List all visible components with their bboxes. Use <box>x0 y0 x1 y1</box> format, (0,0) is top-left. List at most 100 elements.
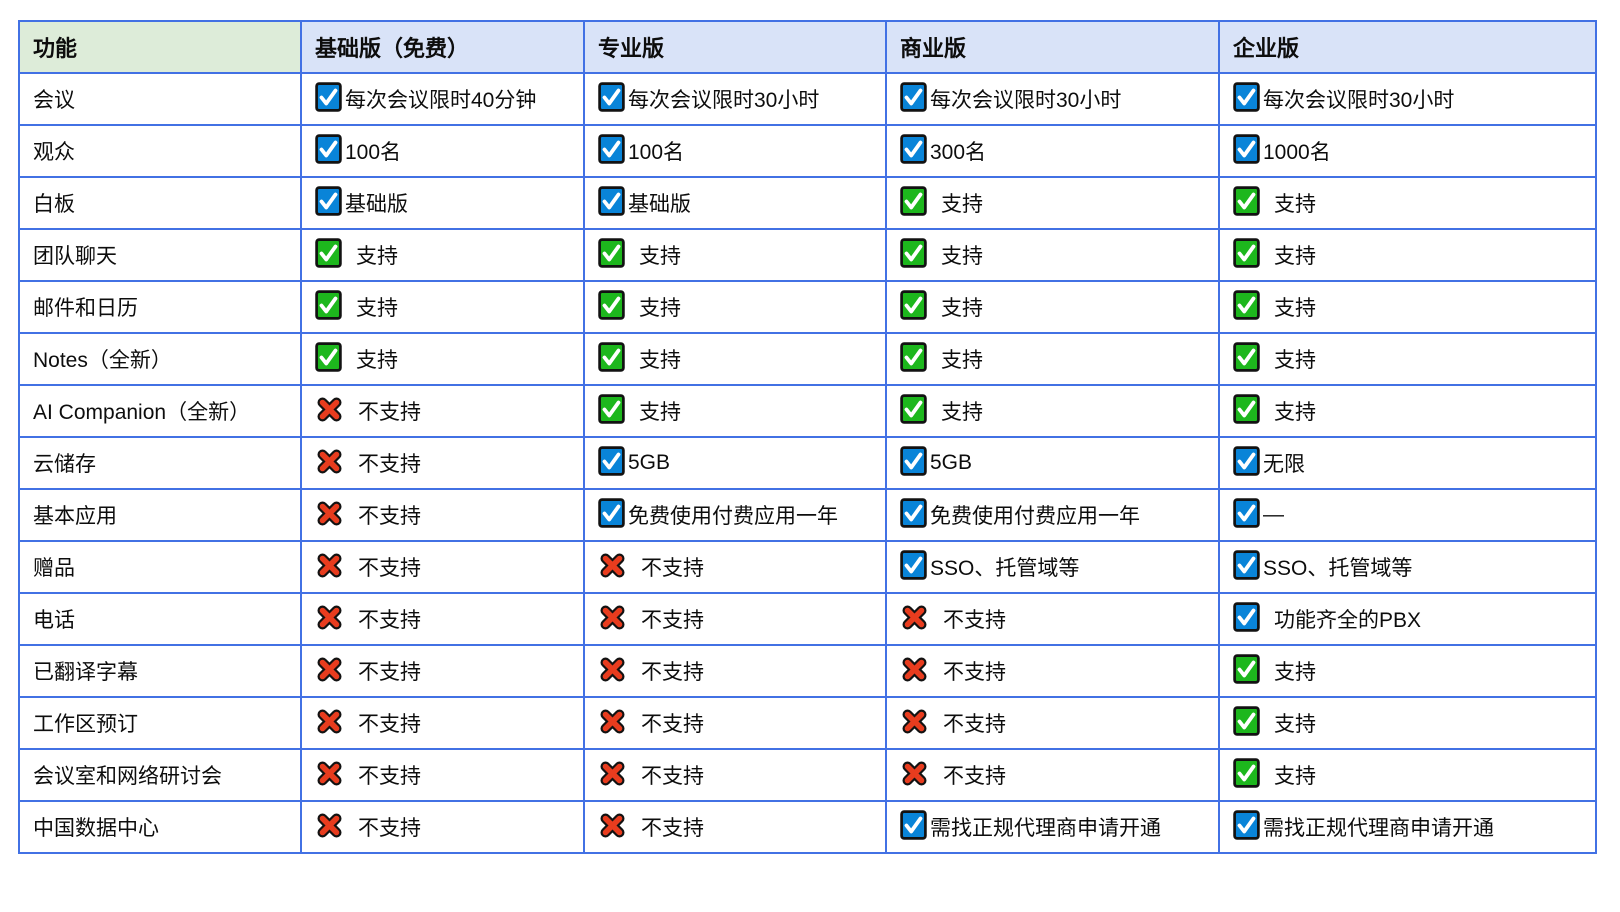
table-row: 电话 不支持 不支持 不支持 功能齐全的PBX <box>18 592 1597 646</box>
plan-cell: 支持 <box>1218 228 1597 282</box>
green-checkbox-icon <box>598 394 625 424</box>
green-checkbox-icon <box>900 342 927 372</box>
plan-cell: 支持 <box>300 228 585 282</box>
blue-checkbox-icon <box>315 134 342 164</box>
plan-cell: 基础版 <box>300 176 585 230</box>
cell-text: 不支持 <box>641 609 704 632</box>
header-row: 功能 基础版（免费） 专业版 商业版 企业版 <box>18 20 1597 74</box>
cell-text: 基础版 <box>345 193 408 216</box>
cell-text: 不支持 <box>358 765 421 788</box>
table-body: 会议 每次会议限时40分钟 每次会议限时30小时 每次会议限时30小时 每次会议限时30… <box>18 72 1597 854</box>
red-cross-icon <box>598 603 627 632</box>
plan-cell: 不支持 <box>885 592 1220 646</box>
green-checkbox-icon <box>1233 706 1260 736</box>
blue-checkbox-icon <box>900 810 927 840</box>
plan-cell: 功能齐全的PBX <box>1218 592 1597 646</box>
table-row: 赠品 不支持 不支持 SSO、托管域等 SSO、托管域等 <box>18 540 1597 594</box>
plan-cell: 支持 <box>1218 332 1597 386</box>
plan-cell: 不支持 <box>300 384 585 438</box>
cell-text: 支持 <box>639 401 681 424</box>
plan-cell: 不支持 <box>300 592 585 646</box>
plan-cell: 支持 <box>885 280 1220 334</box>
table-row: 观众 100名 100名 300名 1000名 <box>18 124 1597 178</box>
red-cross-icon <box>315 655 344 684</box>
plan-cell: 每次会议限时30小时 <box>885 72 1220 126</box>
plan-cell: 不支持 <box>300 488 585 542</box>
cell-text: 支持 <box>639 297 681 320</box>
cell-text: 支持 <box>941 193 983 216</box>
cell-text: 支持 <box>639 245 681 268</box>
plan-cell: 支持 <box>1218 280 1597 334</box>
feature-label: 会议室和网络研讨会 <box>18 748 302 802</box>
red-cross-icon <box>900 707 929 736</box>
green-checkbox-icon <box>1233 654 1260 684</box>
plan-cell: 支持 <box>583 332 887 386</box>
cell-text: SSO、托管域等 <box>1263 557 1413 580</box>
green-checkbox-icon <box>598 342 625 372</box>
plan-cell: 支持 <box>300 280 585 334</box>
cell-text: 1000名 <box>1263 141 1331 164</box>
green-checkbox-icon <box>598 238 625 268</box>
plan-cell: 不支持 <box>885 644 1220 698</box>
cell-text: 支持 <box>941 297 983 320</box>
cell-text: 免费使用付费应用一年 <box>628 505 838 528</box>
blue-checkbox-icon <box>900 498 927 528</box>
cell-text: 不支持 <box>358 453 421 476</box>
blue-checkbox-icon <box>598 82 625 112</box>
cell-text: 每次会议限时40分钟 <box>345 89 537 112</box>
plan-cell: 300名 <box>885 124 1220 178</box>
cell-text: 功能齐全的PBX <box>1274 609 1422 632</box>
green-checkbox-icon <box>315 290 342 320</box>
table-row: 邮件和日历 支持 支持 支持 支持 <box>18 280 1597 334</box>
cell-text: 支持 <box>1274 765 1316 788</box>
plan-cell: 1000名 <box>1218 124 1597 178</box>
red-cross-icon <box>315 447 344 476</box>
green-checkbox-icon <box>1233 238 1260 268</box>
cell-text: 支持 <box>941 349 983 372</box>
red-cross-icon <box>598 551 627 580</box>
plan-cell: SSO、托管域等 <box>885 540 1220 594</box>
table-row: 会议 每次会议限时40分钟 每次会议限时30小时 每次会议限时30小时 每次会议限时30… <box>18 72 1597 126</box>
feature-comparison-table: 功能 基础版（免费） 专业版 商业版 企业版 会议 每次会议限时40分钟 每次会议限时30小… <box>18 20 1597 854</box>
cell-text: 支持 <box>356 297 398 320</box>
cell-text: 不支持 <box>358 713 421 736</box>
column-header-enterprise: 企业版 <box>1218 20 1597 74</box>
cell-text: 需找正规代理商申请开通 <box>1263 817 1494 840</box>
plan-cell: 5GB <box>885 436 1220 490</box>
cell-text: 支持 <box>1274 401 1316 424</box>
cell-text: 支持 <box>1274 245 1316 268</box>
column-header-business: 商业版 <box>885 20 1220 74</box>
column-header-features: 功能 <box>18 20 302 74</box>
cell-text: 支持 <box>1274 713 1316 736</box>
cell-text: 不支持 <box>358 609 421 632</box>
green-checkbox-icon <box>315 342 342 372</box>
feature-label: 电话 <box>18 592 302 646</box>
plan-cell: 每次会议限时40分钟 <box>300 72 585 126</box>
blue-checkbox-icon <box>900 550 927 580</box>
plan-cell: 基础版 <box>583 176 887 230</box>
cell-text: 不支持 <box>358 505 421 528</box>
cell-text: 不支持 <box>943 713 1006 736</box>
table-row: 工作区预订 不支持 不支持 不支持 支持 <box>18 696 1597 750</box>
plan-cell: 不支持 <box>885 696 1220 750</box>
cell-text: 不支持 <box>943 609 1006 632</box>
plan-cell: 不支持 <box>583 592 887 646</box>
cell-text: 免费使用付费应用一年 <box>930 505 1140 528</box>
cell-text: 支持 <box>1274 349 1316 372</box>
plan-cell: 支持 <box>885 384 1220 438</box>
plan-cell: 支持 <box>1218 384 1597 438</box>
cell-text: 支持 <box>1274 193 1316 216</box>
red-cross-icon <box>315 707 344 736</box>
cell-text: 不支持 <box>358 661 421 684</box>
feature-label: 观众 <box>18 124 302 178</box>
plan-cell: 100名 <box>583 124 887 178</box>
blue-checkbox-icon <box>598 446 625 476</box>
red-cross-icon <box>598 811 627 840</box>
blue-checkbox-icon <box>900 446 927 476</box>
red-cross-icon <box>598 707 627 736</box>
column-header-pro: 专业版 <box>583 20 887 74</box>
plan-cell: 不支持 <box>583 644 887 698</box>
cell-text: 100名 <box>628 141 685 164</box>
cell-text: 300名 <box>930 141 987 164</box>
cell-text: — <box>1263 503 1284 526</box>
